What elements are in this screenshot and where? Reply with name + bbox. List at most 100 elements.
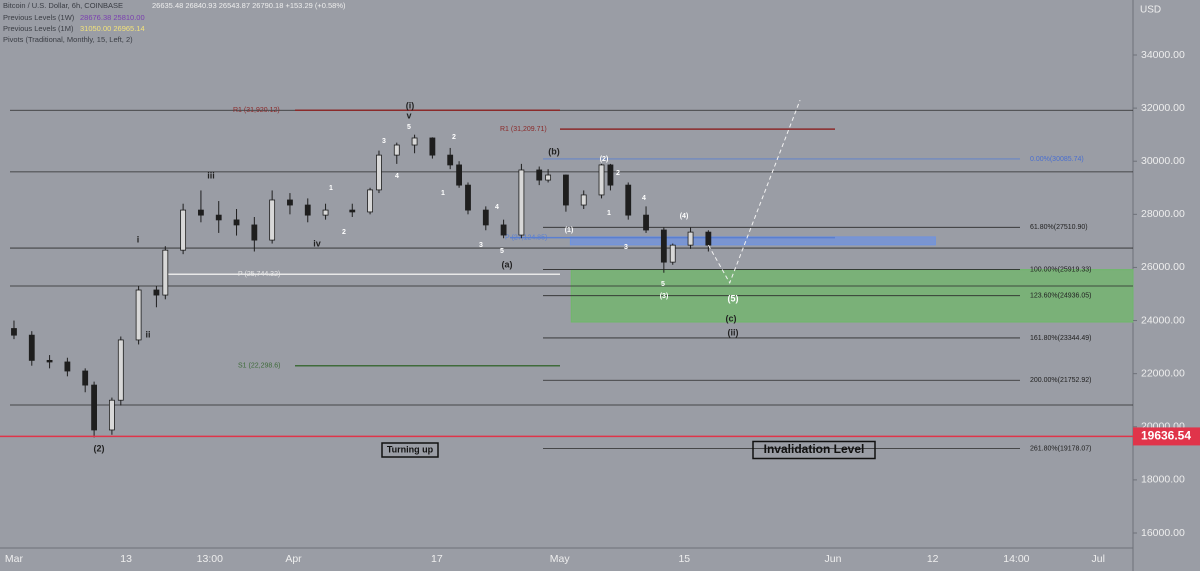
y-tick-label: 34000.00 (1141, 49, 1185, 61)
wave-label: (3) (660, 293, 669, 300)
candle-body (215, 214, 222, 221)
x-tick-label: Mar (5, 553, 24, 565)
wave-label: 2 (616, 170, 620, 177)
ohlc: 26635.48 26840.93 26543.87 26790.18 +153… (152, 1, 346, 10)
y-tick-label: 24000.00 (1141, 314, 1185, 326)
candle-body (660, 229, 667, 263)
wave-label: (ii) (728, 327, 739, 337)
candle-body (162, 249, 169, 296)
y-tick-label: 26000.00 (1141, 261, 1185, 273)
currency: USD (1140, 5, 1161, 16)
legend-values: 31050.00 26965.14 (80, 24, 145, 33)
price-tag-box (1133, 427, 1200, 446)
fib-label: 200.00%(21752.92) (1030, 377, 1092, 384)
candle-body (233, 219, 240, 226)
wave-label: 4 (495, 204, 499, 211)
candle-body (117, 339, 124, 401)
candle-body (705, 231, 712, 246)
wave-label: (1) (565, 227, 574, 234)
candle-body (46, 359, 53, 363)
candle-body (287, 199, 293, 206)
candle-body (598, 164, 605, 196)
wave-label: iv (313, 238, 321, 248)
x-tick-label: 14:00 (1003, 553, 1029, 565)
x-tick-label: May (550, 553, 571, 565)
candle-body (198, 209, 204, 216)
x-tick-label: Jul (1092, 553, 1105, 565)
symbol: Bitcoin / U.S. Dollar, 6h, COINBASE (3, 1, 123, 10)
wave-label: 1 (329, 185, 333, 192)
legend-values: 28676.38 25810.00 (80, 13, 145, 22)
candle-body (367, 189, 373, 213)
candle-body (482, 209, 489, 226)
wave-label: 4 (642, 195, 646, 202)
wave-label: 5 (500, 248, 504, 255)
wave-label: (a) (502, 259, 513, 269)
candle-body (500, 224, 507, 236)
candle-body (376, 154, 382, 191)
x-tick-label: 13 (120, 553, 132, 565)
wave-label: (4) (680, 213, 689, 220)
y-tick-label: 16000.00 (1141, 527, 1185, 539)
wave-label: 5 (661, 281, 665, 288)
candle-body (429, 137, 436, 156)
candle-body (518, 169, 525, 236)
wave-label: (5) (728, 293, 739, 303)
candle-body (687, 231, 694, 246)
wave-label: (b) (548, 146, 560, 156)
candle-body (447, 154, 454, 166)
wave-label: iii (207, 170, 215, 180)
candle-body (153, 289, 160, 296)
candle-body (536, 169, 543, 181)
wave-label: 1 (607, 210, 611, 217)
fib-label: 123.60%(24936.05) (1030, 293, 1092, 300)
y-tick-label: 18000.00 (1141, 474, 1185, 486)
candle-body (135, 289, 142, 341)
x-tick-label: 12 (927, 553, 939, 565)
candle-body (322, 209, 329, 216)
candle-body (82, 370, 89, 386)
wave-label: ii (145, 329, 150, 339)
pivot-label: P (27,124.85) (505, 234, 547, 241)
legend-name: Previous Levels (1W) (3, 13, 75, 22)
fib-label: 61.80%(27510.90) (1030, 224, 1088, 231)
wave-label: 3 (624, 244, 628, 251)
fib-label: 0.00%(30085.74) (1030, 156, 1084, 163)
wave-label: 3 (382, 138, 386, 145)
fib-label: 261.80%(19178.07) (1030, 445, 1092, 452)
callout-box (752, 440, 876, 460)
candle-body (180, 209, 187, 251)
fib-label: 100.00%(25919.33) (1030, 266, 1092, 273)
wave-label: 3 (479, 242, 483, 249)
x-tick-label: Apr (285, 553, 302, 565)
pivot-label: S1 (22,298.6) (238, 363, 280, 370)
legend-name: Pivots (Traditional, Monthly, 15, Left, … (3, 35, 133, 44)
legend-name: Previous Levels (1M) (3, 24, 74, 33)
wave-label: (c) (726, 313, 737, 323)
callout: Invalidation Level (764, 442, 865, 456)
candle-body (625, 184, 632, 216)
wave-label: (2) (94, 443, 105, 453)
wave-label: 5 (407, 124, 411, 131)
candle-body (643, 214, 649, 231)
candle-body (545, 174, 552, 181)
fib-label: 161.80%(23344.49) (1030, 335, 1092, 342)
candle-body (580, 194, 587, 206)
pivot-label: R1 (31,209.71) (500, 126, 547, 133)
x-tick-label: 15 (678, 553, 690, 565)
pivot-label: P (25,744.32) (238, 271, 280, 278)
candle-body (11, 328, 17, 336)
candle-body (64, 361, 71, 372)
candle-body (304, 204, 311, 216)
candle-body (393, 144, 400, 156)
candle-body (269, 199, 276, 241)
wave-label: (i) (406, 100, 415, 110)
candle-body (669, 244, 676, 263)
candle-body (607, 164, 614, 186)
y-tick-label: 28000.00 (1141, 208, 1185, 220)
projection-line (707, 99, 801, 285)
candle-body (456, 164, 462, 186)
callout: Turning up (387, 444, 434, 454)
x-tick-label: 13:00 (197, 553, 223, 565)
